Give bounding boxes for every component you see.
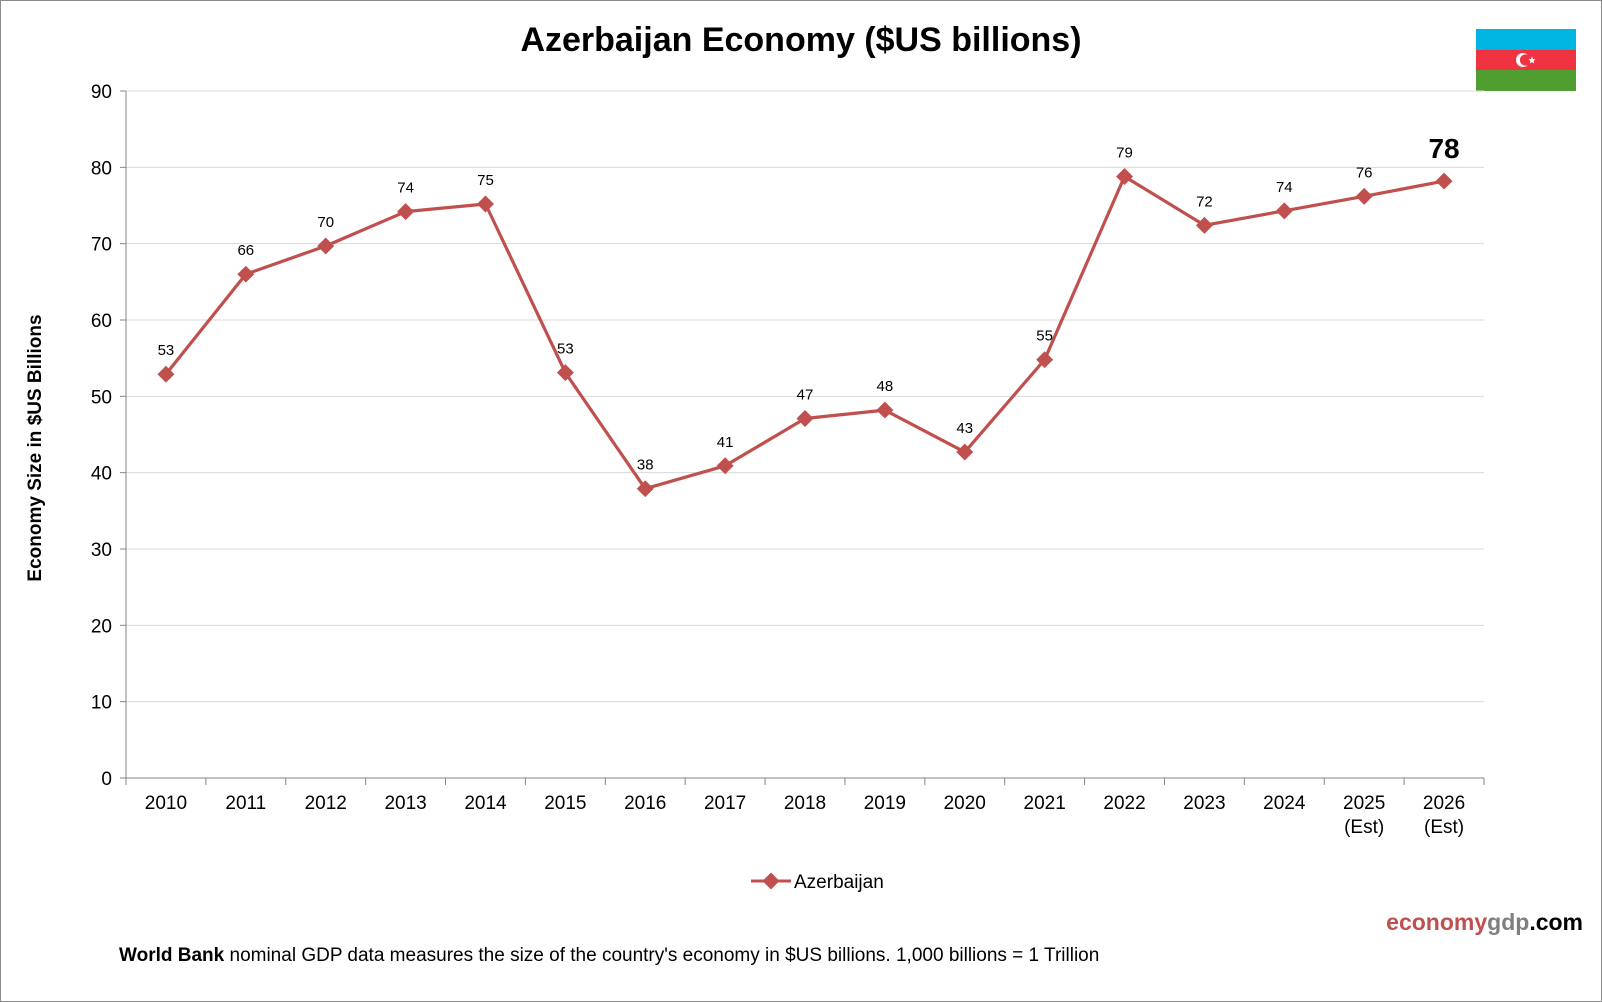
data-point [397, 203, 415, 221]
data-label: 76 [1356, 164, 1373, 181]
x-tick-label: 2018 [784, 793, 826, 814]
data-point [1275, 202, 1293, 220]
y-tick-label: 60 [91, 311, 112, 332]
y-tick-label: 30 [91, 540, 112, 561]
x-tick-label: 2012 [305, 793, 347, 814]
data-label: 38 [637, 457, 654, 474]
x-tick-label: 2025 (Est) [1343, 793, 1385, 838]
x-tick-label: 2021 [1024, 793, 1066, 814]
footnote: World Bank nominal GDP data measures the… [119, 945, 1099, 967]
data-point [237, 265, 255, 283]
x-tick-label: 2011 [225, 793, 266, 814]
data-point [796, 409, 814, 427]
legend-label: Azerbaijan [794, 872, 884, 893]
data-label: 78 [1428, 133, 1459, 164]
x-tick-label: 2010 [145, 793, 187, 814]
x-tick-label: 2015 [544, 793, 586, 814]
data-label: 79 [1116, 144, 1133, 161]
data-point [716, 457, 734, 475]
data-point [317, 237, 335, 255]
data-label: 43 [956, 420, 973, 437]
data-label: 75 [477, 172, 494, 189]
x-tick-label: 2013 [384, 793, 426, 814]
gridlines [126, 90, 1484, 703]
series-azerbaijan [157, 168, 1453, 498]
data-point [956, 443, 974, 461]
data-label: 72 [1196, 193, 1213, 210]
y-tick-label: 10 [91, 693, 112, 714]
y-tick-label: 80 [91, 158, 112, 179]
x-tick-label: 2022 [1103, 793, 1145, 814]
azerbaijan-flag-icon [1476, 29, 1576, 91]
brand-part-2: gdp [1487, 909, 1530, 935]
legend: Azerbaijan [751, 872, 884, 893]
data-point [556, 364, 574, 382]
x-tick-label: 2026 (Est) [1423, 793, 1465, 838]
y-tick-label: 40 [91, 464, 112, 485]
y-axis-label: Economy Size in $US Billions [25, 314, 46, 581]
x-tick-label: 2019 [864, 793, 906, 814]
brand-part-3: .com [1529, 909, 1583, 935]
data-point [1116, 168, 1134, 185]
y-tick-label: 90 [91, 82, 112, 103]
data-point [476, 195, 494, 213]
data-point [636, 480, 654, 498]
footnote-text: nominal GDP data measures the size of th… [224, 945, 1100, 966]
data-label: 53 [557, 341, 574, 358]
data-label: 74 [397, 180, 414, 197]
chart-title: Azerbaijan Economy ($US billions) [520, 21, 1081, 59]
brand-part-1: economy [1386, 909, 1488, 935]
x-tick-label: 2014 [464, 793, 507, 814]
series-line [164, 174, 1445, 491]
x-axis: 2010 2011 2012 2013 2014 2015 2016 2017 2018 2019… [125, 777, 1485, 838]
data-point [1435, 172, 1453, 190]
y-axis: 0 10 20 30 40 50 60 70 80 90 [91, 82, 127, 790]
y-tick-label: 50 [91, 387, 112, 408]
data-label: 48 [877, 378, 894, 395]
data-label: 70 [317, 214, 334, 231]
data-point [1355, 187, 1373, 205]
x-tick-label: 2016 [624, 793, 666, 814]
data-point [1195, 216, 1213, 234]
y-tick-label: 20 [91, 616, 112, 637]
data-label: 53 [158, 342, 175, 359]
data-label: 41 [717, 434, 734, 451]
x-tick-label: 2020 [944, 793, 986, 814]
data-label: 74 [1276, 179, 1293, 196]
footnote-source: World Bank [119, 945, 225, 966]
x-tick-label: 2023 [1183, 793, 1225, 814]
data-label: 47 [797, 386, 814, 403]
data-label: 66 [237, 242, 254, 259]
x-tick-label: 2017 [704, 793, 746, 814]
data-point [157, 365, 175, 383]
y-tick-label: 0 [101, 769, 112, 790]
data-labels: 53 66 70 74 75 53 38 41 47 48 43 55 79 72 74 76 78 [158, 133, 1460, 474]
flag [1476, 29, 1576, 91]
brand-logo: economygdp.com [1386, 909, 1583, 936]
data-point [876, 401, 894, 419]
y-tick-label: 70 [91, 235, 112, 256]
data-label: 55 [1036, 328, 1053, 345]
x-tick-label: 2024 [1263, 793, 1306, 814]
